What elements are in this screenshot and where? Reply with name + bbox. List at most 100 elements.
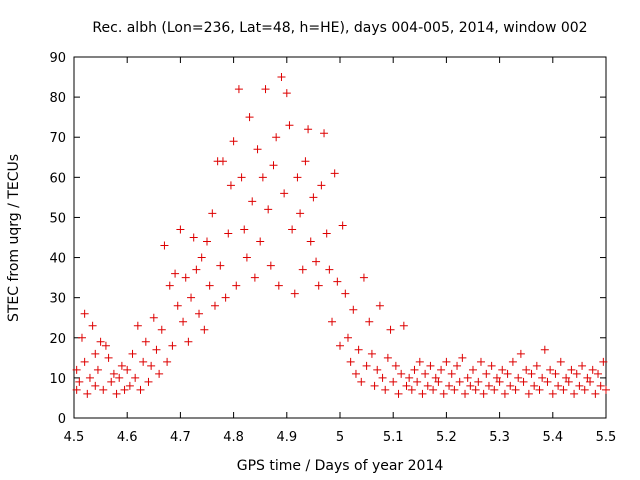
data-point xyxy=(506,381,515,390)
data-point xyxy=(168,341,177,350)
data-point xyxy=(218,157,227,166)
data-point xyxy=(346,357,355,366)
y-tick: 30 xyxy=(49,292,606,307)
data-point xyxy=(232,281,241,290)
x-tick-label: 4.8 xyxy=(223,430,244,445)
data-point xyxy=(274,281,283,290)
data-point xyxy=(362,361,371,370)
data-point xyxy=(474,377,483,386)
data-point xyxy=(578,361,587,370)
data-point xyxy=(280,189,289,198)
data-point xyxy=(301,157,310,166)
data-point xyxy=(77,333,86,342)
data-point xyxy=(373,365,382,374)
data-point xyxy=(410,365,419,374)
data-point xyxy=(293,173,302,182)
y-axis-title: STEC from uqrg / TECUs xyxy=(6,154,22,322)
data-point xyxy=(423,381,432,390)
data-point xyxy=(261,85,270,94)
data-point xyxy=(378,373,387,382)
data-point xyxy=(370,381,379,390)
data-point xyxy=(264,205,273,214)
x-tick: 5 xyxy=(336,57,344,445)
data-point xyxy=(298,265,307,274)
data-point xyxy=(437,365,446,374)
x-tick: 5.1 xyxy=(383,57,404,445)
data-point xyxy=(586,377,595,386)
data-point xyxy=(131,373,140,382)
data-point xyxy=(304,125,313,134)
data-point xyxy=(554,381,563,390)
data-point xyxy=(328,317,337,326)
data-point xyxy=(314,281,323,290)
data-point xyxy=(429,385,438,394)
y-tick-label: 20 xyxy=(49,332,66,347)
data-point xyxy=(383,353,392,362)
data-point xyxy=(75,377,84,386)
data-point xyxy=(413,377,422,386)
data-point xyxy=(120,385,129,394)
data-point xyxy=(562,373,571,382)
data-point xyxy=(381,385,390,394)
data-point xyxy=(200,325,209,334)
data-point xyxy=(415,357,424,366)
data-point xyxy=(181,273,190,282)
data-point xyxy=(184,337,193,346)
data-point xyxy=(155,369,164,378)
data-point xyxy=(351,369,360,378)
data-point xyxy=(195,309,204,318)
data-point xyxy=(471,385,480,394)
data-point xyxy=(431,373,440,382)
x-tick: 4.9 xyxy=(276,57,297,445)
x-tick-label: 5.3 xyxy=(489,430,510,445)
data-point xyxy=(357,377,366,386)
x-axis-title: GPS time / Days of year 2014 xyxy=(237,458,444,474)
data-point xyxy=(72,365,81,374)
data-point xyxy=(128,349,137,358)
data-point xyxy=(519,377,528,386)
x-tick-label: 4.5 xyxy=(64,430,85,445)
data-point xyxy=(282,89,291,98)
data-point xyxy=(157,325,166,334)
x-tick-label: 4.6 xyxy=(117,430,138,445)
data-point xyxy=(88,321,97,330)
data-point xyxy=(80,357,89,366)
x-tick: 4.8 xyxy=(223,57,244,445)
data-point xyxy=(455,377,464,386)
data-point xyxy=(312,257,321,266)
data-point xyxy=(447,369,456,378)
data-point xyxy=(256,237,265,246)
data-point xyxy=(325,265,334,274)
data-point xyxy=(269,161,278,170)
data-point xyxy=(503,369,512,378)
data-point xyxy=(591,389,600,398)
y-tick: 10 xyxy=(49,372,606,387)
data-point xyxy=(492,373,501,382)
data-point xyxy=(407,385,416,394)
x-tick-label: 5.4 xyxy=(542,430,563,445)
data-point xyxy=(564,377,573,386)
y-tick: 0 xyxy=(58,412,606,427)
data-point xyxy=(210,301,219,310)
data-point xyxy=(445,381,454,390)
data-point xyxy=(399,321,408,330)
data-point xyxy=(117,361,126,370)
x-tick-label: 5.5 xyxy=(596,430,617,445)
data-point xyxy=(165,281,174,290)
data-point xyxy=(176,225,185,234)
data-point xyxy=(333,277,342,286)
data-point xyxy=(317,181,326,190)
data-point xyxy=(349,305,358,314)
data-point xyxy=(266,261,275,270)
y-tick-label: 30 xyxy=(49,292,66,307)
y-tick: 50 xyxy=(49,211,606,226)
data-point xyxy=(567,365,576,374)
data-point xyxy=(226,181,235,190)
x-tick: 4.7 xyxy=(170,57,191,445)
data-point xyxy=(139,357,148,366)
data-point xyxy=(187,293,196,302)
data-point xyxy=(548,389,557,398)
data-point xyxy=(341,289,350,298)
data-point xyxy=(309,193,318,202)
